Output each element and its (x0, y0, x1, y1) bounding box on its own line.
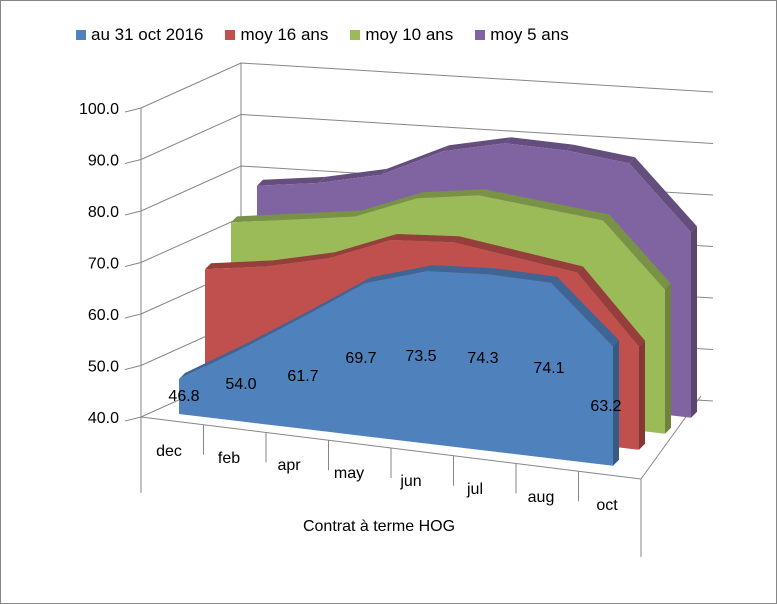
area-top-edge (629, 157, 697, 233)
area-face (179, 271, 613, 466)
area-top-edge (417, 189, 485, 199)
area-top-edge (293, 210, 361, 220)
legend-item: moy 10 ans (350, 25, 453, 45)
area-top-edge (329, 233, 397, 259)
area-top-edge (365, 265, 433, 284)
legend-label: moy 10 ans (365, 25, 454, 44)
area-top-edge (567, 144, 635, 164)
y-tick-label: 80.0 (88, 204, 119, 221)
legend: au 31 oct 2016 moy 16 ans moy 10 ans moy… (76, 25, 569, 45)
area-top-edge (257, 176, 325, 186)
y-tick-label: 50.0 (88, 359, 119, 376)
legend-swatch (475, 30, 486, 40)
legend-label: moy 16 ans (240, 25, 329, 44)
area-top-edge (489, 268, 557, 283)
y-tick-label: 40.0 (88, 410, 119, 427)
area-top-edge (241, 311, 309, 350)
x-tick-label: jul (466, 481, 483, 498)
data-label: 46.8 (168, 388, 199, 405)
legend-item: moy 16 ans (225, 25, 328, 45)
area-side-edge (639, 340, 645, 450)
data-label: 69.7 (345, 350, 376, 367)
area-top-edge (205, 260, 273, 270)
x-tick-label: apr (277, 457, 301, 474)
legend-item: au 31 oct 2016 (76, 25, 203, 45)
area-top-edge (453, 236, 521, 258)
data-label: 54.0 (225, 376, 256, 393)
area-top-edge (391, 233, 459, 243)
x-tick-label: may (334, 465, 364, 482)
area-top-edge (381, 145, 449, 175)
gridline (124, 62, 714, 113)
legend-label: moy 5 ans (490, 25, 569, 44)
area-top-edge (443, 137, 511, 152)
y-tick-label: 100.0 (79, 101, 119, 118)
area-side-edge (691, 226, 697, 418)
area-top-edge (355, 192, 423, 217)
area-top-edge (303, 277, 371, 318)
area-side-edge (665, 283, 671, 434)
x-tick-label: oct (596, 497, 618, 514)
legend-swatch (350, 30, 361, 40)
y-tick-label: 70.0 (88, 256, 119, 273)
y-tick-label: 60.0 (88, 307, 119, 324)
area-top-edge (505, 137, 573, 151)
area-top-edge (603, 214, 671, 290)
data-label: 74.3 (467, 350, 498, 367)
area-side-edge (613, 340, 619, 466)
legend-item: moy 5 ans (475, 25, 569, 45)
legend-label: au 31 oct 2016 (91, 25, 204, 44)
legend-swatch (76, 30, 86, 40)
area-top-edge (231, 213, 299, 223)
x-axis-title: Contrat à terme HOG (303, 518, 455, 535)
x-tick-label: aug (528, 489, 555, 506)
data-label: 61.7 (287, 368, 318, 385)
data-label: 63.2 (590, 398, 621, 415)
legend-swatch (225, 30, 236, 40)
gridline (124, 113, 714, 164)
area-top-edge (267, 252, 335, 267)
series-0: 46.8 54.0 61.7 69.7 73.5 74.3 74.1 63.2 (168, 265, 622, 466)
area-top-edge (541, 201, 609, 221)
area-top-edge (319, 168, 387, 183)
area-top-edge (427, 265, 495, 275)
area-top-edge (515, 251, 583, 273)
area-top-edge (179, 343, 247, 379)
x-tick-label: feb (218, 450, 240, 467)
area-top-edge (577, 266, 645, 347)
area-top-edge (479, 189, 547, 208)
x-tick-label: dec (156, 443, 182, 460)
data-label: 74.1 (533, 360, 564, 377)
area-top-edge (551, 276, 619, 347)
data-label: 73.5 (405, 348, 436, 365)
x-tick-label: jun (399, 473, 421, 490)
y-tick-label: 90.0 (88, 153, 119, 170)
